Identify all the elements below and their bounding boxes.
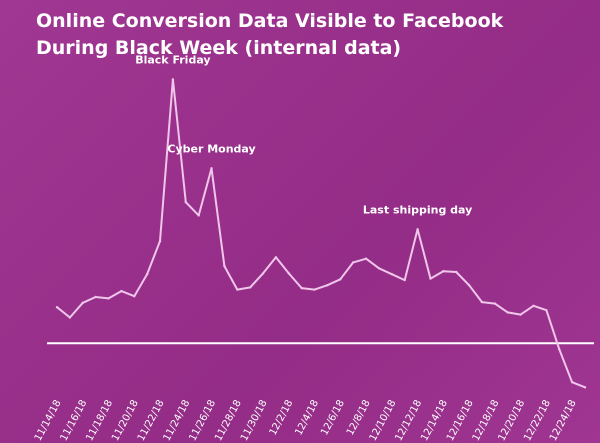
title-line-2: During Black Week (internal data) bbox=[36, 37, 402, 59]
data-point bbox=[558, 347, 561, 351]
data-point bbox=[583, 386, 587, 389]
data-point bbox=[248, 286, 252, 289]
data-point bbox=[429, 277, 432, 280]
x-tick-label: 12/24/18 bbox=[548, 398, 579, 443]
data-point bbox=[480, 300, 484, 304]
data-point bbox=[171, 78, 175, 81]
data-point bbox=[184, 200, 187, 204]
title-line-1: Online Conversion Data Visible to Facebo… bbox=[36, 10, 504, 32]
data-point bbox=[300, 286, 303, 290]
x-tick-label: 12/4/18 bbox=[293, 398, 321, 437]
x-tick-label: 11/30/18 bbox=[239, 398, 270, 443]
annotation-label: Black Friday bbox=[135, 53, 210, 66]
data-point bbox=[570, 381, 574, 384]
data-point bbox=[545, 308, 548, 312]
data-point bbox=[351, 261, 355, 264]
data-point bbox=[197, 214, 200, 217]
data-point bbox=[120, 289, 123, 293]
data-point bbox=[55, 306, 59, 309]
data-point bbox=[68, 316, 72, 319]
data-point bbox=[223, 264, 226, 268]
series-line bbox=[56, 78, 586, 389]
x-tick-label: 12/2/18 bbox=[268, 398, 296, 437]
x-tick-label: 12/6/18 bbox=[319, 398, 347, 437]
data-point bbox=[506, 311, 509, 314]
data-point bbox=[339, 278, 342, 281]
annotation-label: Cyber Monday bbox=[167, 142, 255, 155]
data-point bbox=[390, 272, 394, 276]
annotation-label: Last shipping day bbox=[363, 203, 472, 216]
data-point bbox=[287, 272, 291, 275]
x-axis-ticks: 11/14/1811/16/1811/18/1811/20/1811/22/18… bbox=[33, 398, 579, 443]
data-point bbox=[274, 256, 278, 259]
data-point bbox=[364, 257, 368, 260]
data-point bbox=[94, 295, 97, 299]
data-point bbox=[145, 272, 149, 276]
data-point bbox=[493, 302, 497, 305]
data-points bbox=[55, 78, 587, 389]
data-point bbox=[442, 270, 445, 273]
data-point bbox=[236, 288, 239, 291]
data-point bbox=[210, 167, 213, 170]
data-point bbox=[158, 239, 162, 243]
data-point bbox=[377, 267, 381, 270]
data-point bbox=[313, 288, 316, 291]
data-point bbox=[455, 270, 458, 274]
chart-title: Online Conversion Data Visible to Facebo… bbox=[36, 8, 576, 62]
data-point bbox=[81, 301, 84, 305]
data-point bbox=[532, 304, 535, 307]
data-point bbox=[261, 272, 265, 275]
data-point bbox=[107, 297, 110, 300]
data-point bbox=[326, 284, 329, 287]
data-point bbox=[519, 313, 522, 316]
annotations-group: Black Friday Cyber Monday Last shipping da… bbox=[135, 53, 472, 216]
data-point bbox=[133, 295, 136, 298]
data-point bbox=[416, 228, 419, 231]
data-point bbox=[467, 284, 471, 287]
data-point bbox=[403, 278, 406, 282]
x-tick-label: 12/8/18 bbox=[345, 398, 373, 437]
